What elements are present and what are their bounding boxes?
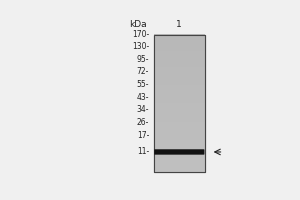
Text: 26-: 26-	[137, 118, 149, 127]
Bar	[154, 71, 205, 74]
Bar	[154, 98, 205, 101]
Bar	[154, 69, 205, 71]
Bar	[154, 41, 205, 44]
Bar	[154, 80, 205, 83]
Bar	[154, 128, 205, 131]
Bar	[154, 94, 205, 96]
Bar	[154, 126, 205, 128]
Bar	[154, 160, 205, 163]
Bar	[154, 92, 205, 94]
Bar	[154, 46, 205, 48]
Bar	[154, 85, 205, 87]
Bar	[154, 48, 205, 51]
Text: 170-: 170-	[132, 30, 149, 39]
Bar	[154, 153, 205, 156]
Bar	[154, 64, 205, 67]
Bar	[154, 62, 205, 64]
Bar	[154, 37, 205, 39]
Text: 130-: 130-	[132, 42, 149, 51]
Bar	[154, 124, 205, 126]
Text: 72-: 72-	[137, 67, 149, 76]
FancyBboxPatch shape	[154, 149, 204, 155]
Bar	[154, 44, 205, 46]
Bar	[154, 165, 205, 167]
Bar	[154, 121, 205, 124]
Text: 17-: 17-	[137, 131, 149, 140]
Text: 55-: 55-	[136, 80, 149, 89]
Bar	[154, 55, 205, 58]
Bar	[154, 149, 205, 151]
Text: kDa: kDa	[129, 20, 147, 29]
Text: 95-: 95-	[136, 55, 149, 64]
Bar	[154, 39, 205, 42]
Bar	[154, 108, 205, 110]
Bar	[154, 89, 205, 92]
Bar	[154, 96, 205, 99]
Bar	[154, 167, 205, 170]
Bar	[154, 82, 205, 85]
Text: 11-: 11-	[137, 147, 149, 156]
Text: 43-: 43-	[136, 93, 149, 102]
Bar	[154, 66, 205, 69]
Text: 1: 1	[176, 20, 182, 29]
Bar	[154, 78, 205, 80]
Bar	[154, 119, 205, 122]
Bar	[154, 105, 205, 108]
Bar	[154, 110, 205, 112]
Text: 34-: 34-	[136, 105, 149, 114]
Bar	[154, 112, 205, 115]
Bar	[154, 162, 205, 165]
Bar	[154, 137, 205, 140]
Bar	[154, 130, 205, 133]
Bar	[154, 156, 205, 158]
Bar	[154, 60, 205, 62]
Bar	[154, 34, 205, 37]
Bar	[154, 76, 205, 78]
Bar	[154, 144, 205, 147]
Bar	[154, 114, 205, 117]
Bar	[154, 135, 205, 138]
Bar	[154, 133, 205, 135]
Bar	[154, 57, 205, 60]
Bar	[154, 50, 205, 53]
Bar	[154, 35, 205, 172]
Bar	[154, 151, 205, 154]
Bar	[154, 73, 205, 76]
Bar	[154, 103, 205, 106]
Bar	[154, 117, 205, 119]
Bar	[154, 146, 205, 149]
Bar	[154, 35, 205, 172]
Bar	[154, 169, 205, 172]
Bar	[154, 140, 205, 142]
Bar	[154, 53, 205, 55]
Bar	[154, 87, 205, 90]
Bar	[154, 101, 205, 103]
Bar	[154, 158, 205, 160]
Bar	[154, 142, 205, 144]
